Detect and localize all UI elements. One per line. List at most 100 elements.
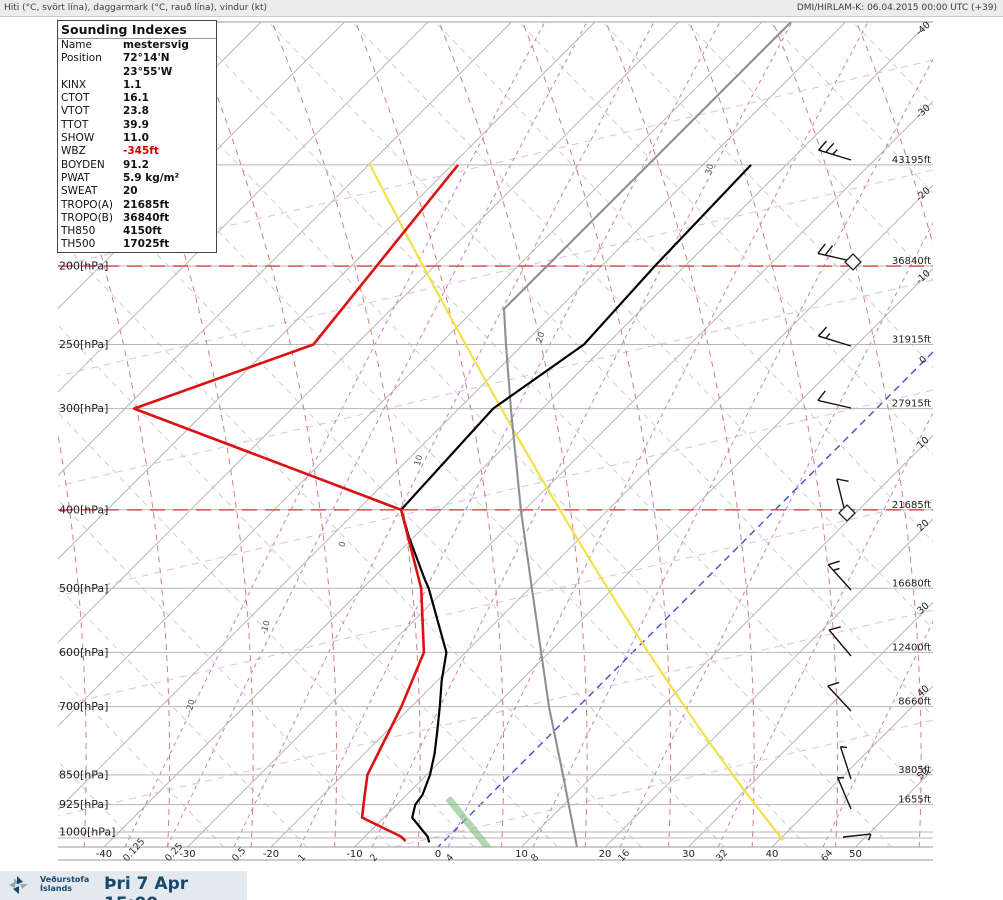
index-row: WBZ -345ft — [58, 145, 216, 158]
altitude-label: 36840ft — [892, 256, 931, 267]
index-value: -345ft — [123, 145, 159, 158]
pressure-axis-label: 925[hPa] — [59, 798, 108, 811]
wind-barb — [827, 560, 852, 591]
wind-barb — [827, 681, 852, 712]
org-name: Veðurstofa Íslands — [40, 875, 89, 893]
model-run-text: DMI/HIRLAM-K: 06.04.2015 00:00 UTC (+39) — [796, 3, 997, 13]
altitude-label: 3805ft — [898, 765, 931, 776]
index-label: WBZ — [61, 145, 86, 158]
index-row: PWAT 5.9 kg/m² — [58, 172, 216, 185]
index-row: TH850 4150ft — [58, 225, 216, 238]
index-label: TROPO(A) — [61, 198, 113, 211]
pressure-axis-label: 600[hPa] — [59, 646, 108, 659]
aux-shallow-lines — [58, 59, 933, 847]
altitude-label: 1655ft — [898, 795, 931, 806]
index-value: 21685ft — [123, 198, 170, 211]
altitude-label: 27915ft — [892, 399, 931, 410]
altitude-label: 21685ft — [892, 500, 931, 511]
index-value: 39.9 — [123, 118, 149, 131]
temp-right-label: 10 — [915, 435, 931, 451]
index-value: 36840ft — [123, 211, 170, 224]
wind-barb — [836, 478, 849, 513]
top-bar: Hiti (°C, svört lína), daggarmark (°C, r… — [0, 0, 1003, 17]
index-row: CTOT 16.1 — [58, 92, 216, 105]
wind-barb — [817, 390, 852, 409]
tropopause-diamond-marker — [844, 253, 862, 271]
index-value: 72°14'N 23°55'W — [123, 52, 173, 78]
mixing-ratio-label: 1 — [296, 852, 308, 864]
temp-axis-label: -30 — [179, 849, 195, 860]
temp-right-label: 0 — [917, 354, 929, 366]
mixing-ratio-label: 32 — [714, 848, 730, 864]
mixing-ratio-label: 2 — [368, 852, 380, 864]
logo-pinwheel-icon — [9, 876, 28, 894]
tropopause-diamond-marker — [838, 504, 856, 522]
footer-bar: Veðurstofa Íslands Þri 7 Apr 15:00 — [0, 871, 247, 900]
index-value: 11.0 — [123, 132, 149, 145]
pressure-axis-label: 500[hPa] — [59, 582, 108, 595]
altitude-label: 8660ft — [898, 697, 931, 708]
dewpoint-curve — [132, 164, 460, 842]
moist-adiabat-label: 0 — [338, 541, 349, 549]
index-value: mestersvig — [123, 39, 189, 51]
mixing-ratio-label: 0.5 — [230, 845, 248, 864]
temp-axis-label: 40 — [766, 849, 779, 860]
temperature-curve — [400, 164, 752, 843]
mixing-ratio-label: 8 — [529, 852, 541, 864]
moist-adiabat-label: -20 — [184, 698, 197, 714]
wind-barb — [839, 746, 852, 780]
pressure-axis-label: 850[hPa] — [59, 768, 108, 781]
altitude-label: 16680ft — [892, 578, 931, 589]
index-label: CTOT — [61, 92, 90, 105]
indexes-title: Sounding Indexes — [58, 21, 216, 39]
moist-adiabat-label: 20 — [535, 331, 547, 344]
temp-axis-label: 30 — [682, 849, 695, 860]
index-row: TTOT 39.9 — [58, 119, 216, 132]
index-row: KINX 1.1 — [58, 79, 216, 92]
temp-axis-label: 0 — [435, 849, 441, 860]
org-line2: Íslands — [40, 884, 73, 893]
index-label: TH500 — [61, 238, 96, 251]
index-row: TROPO(B) 36840ft — [58, 212, 216, 225]
wind-barb — [817, 140, 852, 161]
index-label: SHOW — [61, 132, 95, 145]
index-value: 5.9 kg/m² — [123, 171, 180, 184]
wind-barb — [817, 243, 852, 262]
yellow-reference-line — [368, 162, 784, 841]
wind-barb — [837, 777, 852, 810]
index-label: TROPO(B) — [61, 211, 113, 224]
mixing-ratio-label: 16 — [616, 848, 632, 864]
index-label: SWEAT — [61, 185, 98, 198]
temp-right-label: 20 — [915, 518, 931, 534]
index-row: VTOT 23.8 — [58, 105, 216, 118]
pressure-axis-label: 200[hPa] — [59, 260, 108, 273]
pressure-axis-label: 300[hPa] — [59, 402, 108, 415]
moist-adiabat-label: 10 — [413, 454, 425, 467]
temp-axis-label: -40 — [96, 849, 112, 860]
icao-standard-atmosphere-line — [502, 22, 792, 847]
index-value: 17025ft — [123, 238, 170, 251]
index-row: BOYDEN 91.2 — [58, 159, 216, 172]
wind-barbs — [817, 140, 872, 841]
wind-barb — [842, 833, 872, 841]
index-label: VTOT — [61, 105, 90, 118]
pressure-axis-label: 400[hPa] — [59, 503, 108, 516]
pressure-axis-label: 700[hPa] — [59, 700, 108, 713]
index-value: 1.1 — [123, 78, 142, 91]
zero-isotherm — [437, 351, 933, 847]
wind-barb — [817, 326, 852, 347]
sounding-indexes-panel: Sounding Indexes Name mestersvig Position 7… — [57, 20, 217, 253]
temp-axis-label: 50 — [849, 849, 862, 860]
altitude-label: 43195ft — [892, 155, 931, 166]
temp-axis-label: 10 — [515, 849, 528, 860]
temp-axis-label: -10 — [346, 849, 362, 860]
index-value: 23.8 — [123, 105, 149, 118]
altitude-label: 31915ft — [892, 335, 931, 346]
org-line1: Veðurstofa — [40, 875, 90, 884]
index-label: BOYDEN — [61, 158, 105, 171]
mixing-ratio-label: 4 — [444, 852, 456, 864]
index-row: Position 72°14'N 23°55'W — [58, 52, 216, 79]
index-row: SHOW 11.0 — [58, 132, 216, 145]
temp-axis-label: 20 — [599, 849, 612, 860]
